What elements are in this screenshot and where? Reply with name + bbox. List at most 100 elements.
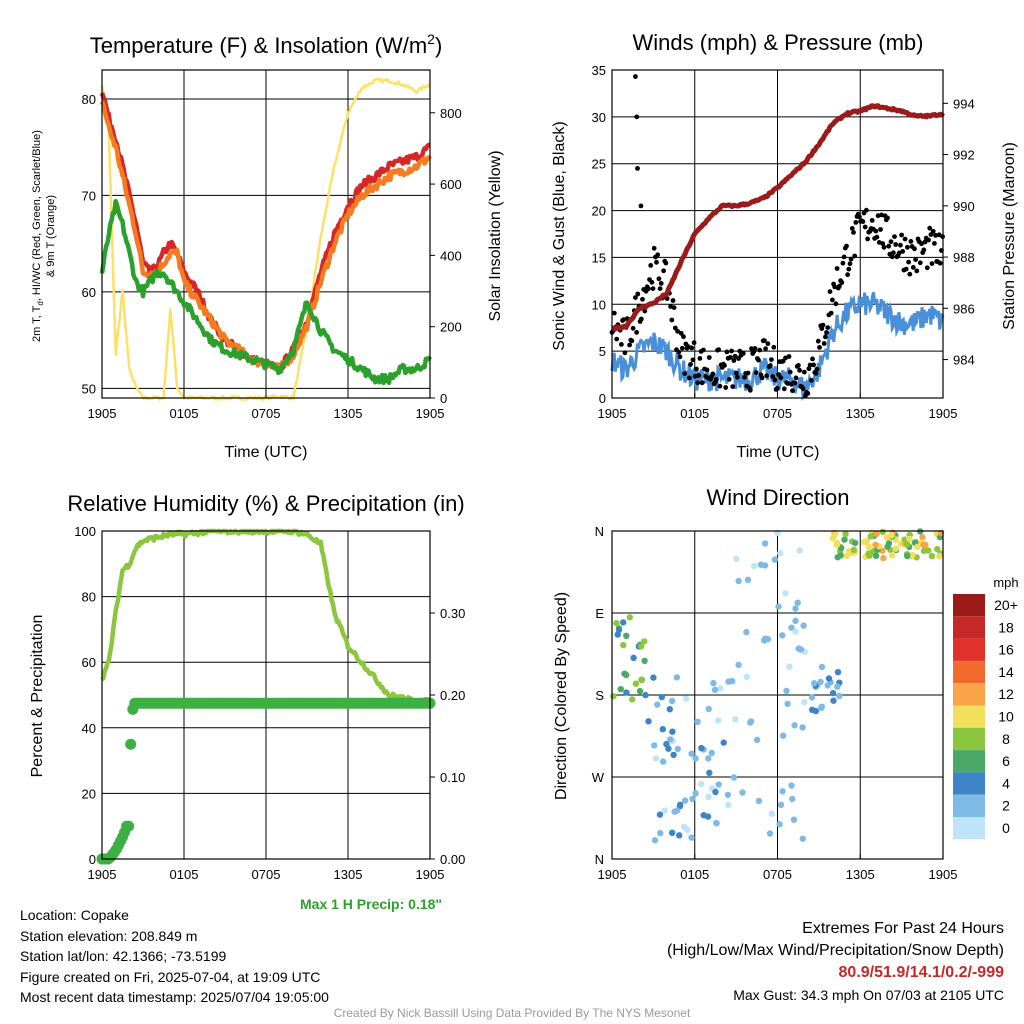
direction-point [630,654,637,661]
dir-xtick-label: 1905 [598,867,627,882]
precip-point [125,738,137,750]
gust-point [762,338,767,343]
direction-point [873,530,880,537]
direction-point [650,674,657,681]
extremes-subtitle: (High/Low/Max Wind/Precipitation/Snow De… [666,942,1004,959]
gust-point [837,283,842,289]
direction-point [689,795,696,803]
direction-point [626,614,633,621]
direction-point [800,622,807,629]
direction-point [780,732,787,739]
direction-point [681,797,689,804]
direction-point [799,724,806,731]
gust-point [717,383,723,389]
direction-point [698,744,705,752]
gust-point [747,387,753,393]
gust-point [921,247,927,253]
gust-point [771,344,777,350]
gust-point [840,260,846,266]
direction-point [638,643,645,650]
legend-label: 20+ [994,597,1018,613]
direction-point [801,699,808,706]
direction-point [744,576,752,583]
precip-ytick-label: 0.10 [440,770,465,785]
legend-label: 14 [998,664,1014,680]
gust-point [814,366,820,372]
direction-point [713,820,720,827]
speed-legend: 20+ 18 16 14 12 10 8 6 4 2 0 [953,594,1018,840]
direction-point [934,545,941,553]
legend-label: 18 [998,619,1014,635]
winds-xtick-label: 1905 [598,406,627,421]
direction-point [797,646,805,653]
direction-point [688,834,695,841]
direction-point [799,835,806,842]
direction-point [786,663,793,670]
max-gust-text: Max Gust: 34.3 mph On 07/03 at 2105 UTC [733,987,1004,1003]
insolation-ytick-label: 200 [440,320,462,335]
direction-point [836,692,843,700]
precip-ytick-label: 0.30 [440,606,465,621]
direction-point [632,680,640,687]
legend-label: 16 [998,642,1014,658]
direction-point [885,540,893,547]
direction-point [928,552,936,560]
precip-ytick-label: 0.00 [440,852,465,867]
gust-point [614,336,620,342]
gust-point [657,286,663,291]
gust-point [839,280,845,285]
gust-point [763,346,768,352]
direction-point [888,531,895,539]
gust-point [821,341,827,346]
temp-ytick-label: 60 [82,285,96,300]
direction-point [833,541,841,549]
legend-swatch [953,817,985,840]
winds-ytick-label: 10 [592,297,606,312]
legend-swatch [953,750,985,773]
pressure-ylabel: Station Pressure (Maroon) [1001,142,1018,330]
gust-point [661,268,666,274]
gust-point [630,325,636,331]
rh-xtick-label: 0105 [170,867,199,882]
gust-point [806,366,812,372]
direction-point [614,631,621,638]
temp-xtick-label: 1905 [88,406,117,421]
gust-point [825,325,831,330]
winds-xtick-label: 1305 [846,406,875,421]
direction-point [872,541,879,548]
gust-point [813,371,819,376]
gust-point [833,301,839,307]
credit-text: Created By Nick Bassill Using Data Provi… [333,1006,691,1020]
gust-point [622,350,628,356]
legend-label: 12 [998,686,1014,702]
rh-ytick-label: 80 [82,590,96,605]
gust-point [930,228,936,234]
legend-label: 2 [1002,798,1010,814]
gust-point [649,279,655,285]
dir-xtick-label: 0105 [680,867,709,882]
gust-point [907,271,913,277]
gust-point [663,260,669,266]
gust-point [742,374,747,380]
gust-point [633,295,638,300]
direction-point [850,546,858,554]
legend-swatch [953,683,985,706]
gust-point [891,250,896,256]
gust-point [878,227,883,232]
direction-point [658,693,665,701]
direction-point [852,539,859,547]
gust-point [908,239,914,244]
direction-point [791,722,798,729]
gust-point [886,243,892,249]
gust-point [679,345,685,351]
direction-point [753,736,761,743]
dir-ytick-label: W [592,770,605,785]
wind-direction-title: Wind Direction [706,485,849,510]
direction-point [641,638,648,645]
direction-point [792,617,799,625]
gust-point [892,234,897,240]
direction-point [688,750,695,757]
direction-point [743,673,750,680]
legend-swatch [953,794,985,817]
